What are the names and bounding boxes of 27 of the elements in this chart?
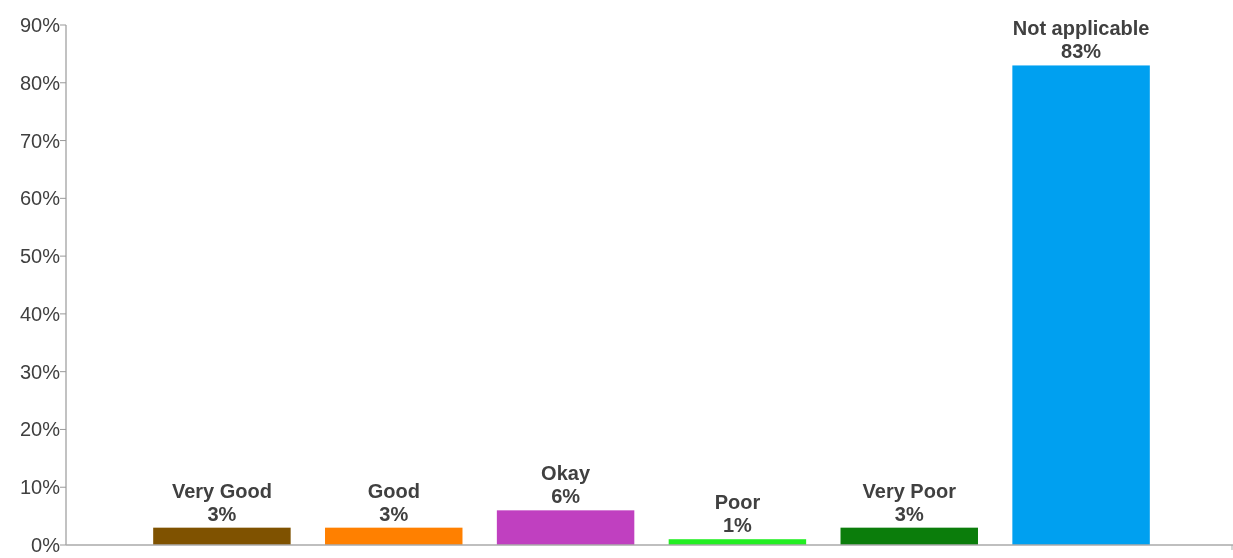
y-tick-label: 30% [19,360,61,383]
x-tick-label: Not applicable [1012,17,1150,40]
bar [840,527,978,545]
y-tick-label: 0% [31,534,61,556]
data-label: 3% [207,502,237,525]
x-tick-label: Good [367,479,420,502]
y-tick-label: 90% [19,14,61,36]
x-tick-label: Okay [541,462,591,485]
data-label: 3% [379,502,409,525]
bar [496,510,635,545]
y-tick-label: 70% [19,129,61,152]
y-tick-label: 50% [19,245,61,268]
y-tick-label: 20% [19,418,61,441]
data-label: 3% [894,502,924,525]
bar [1012,65,1150,545]
x-tick-label: Very Good [171,479,272,502]
bar [153,527,291,545]
x-tick-label: Poor [714,491,761,514]
data-label: 83% [1061,40,1102,63]
y-tick-label: 40% [19,302,61,325]
y-tick-label: 80% [19,71,61,94]
x-tick-label: Very Poor [862,479,957,502]
data-label: 1% [722,514,753,537]
data-label: 6% [551,485,581,508]
y-tick-label: 60% [19,187,61,210]
bar [325,527,463,545]
y-tick-label: 10% [19,476,61,499]
